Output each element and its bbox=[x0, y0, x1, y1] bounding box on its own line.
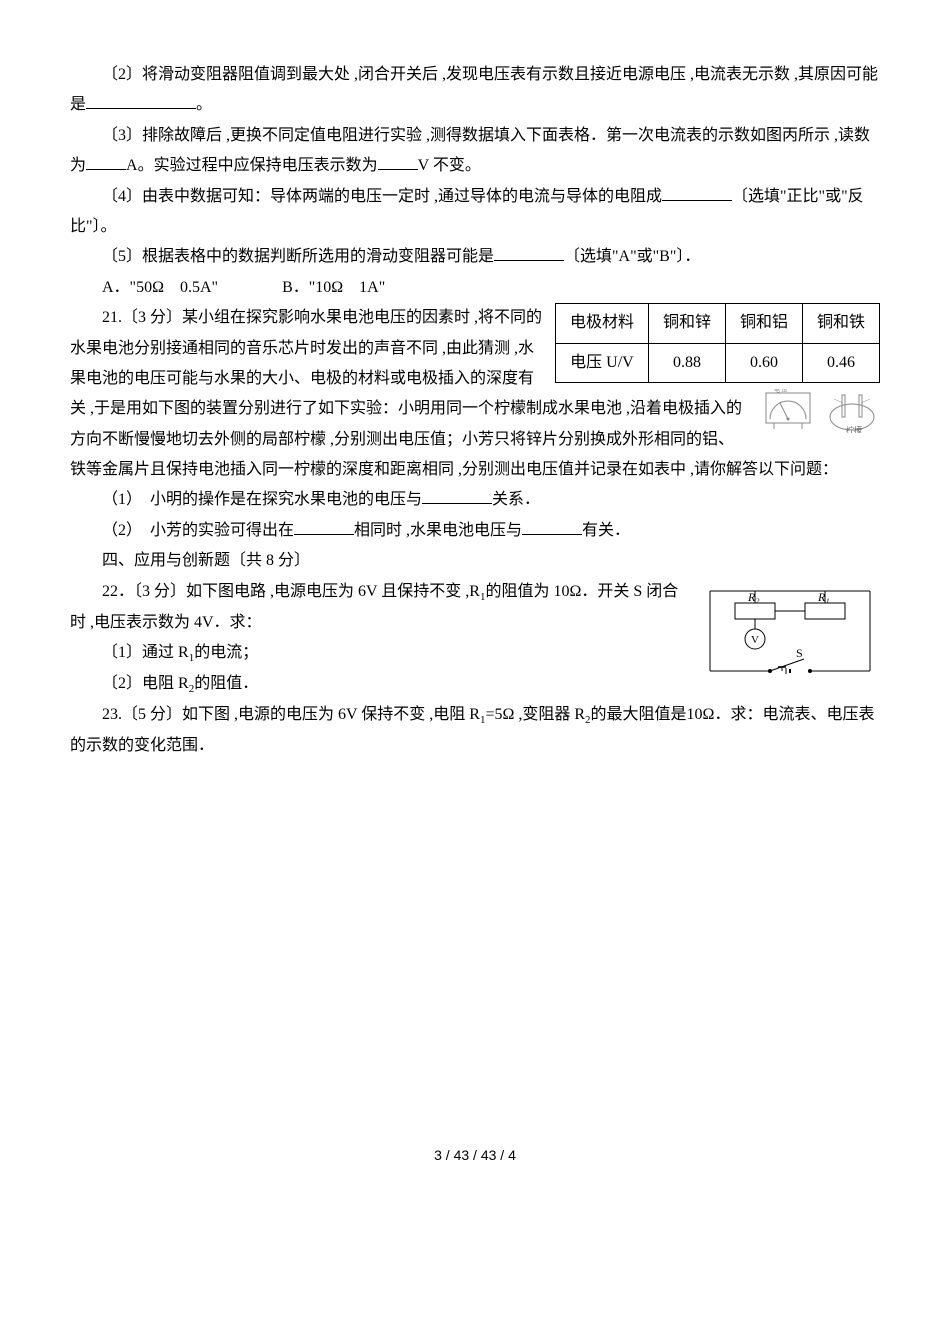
svg-text:V: V bbox=[751, 634, 759, 646]
blank-q21-1 bbox=[422, 487, 492, 504]
table-header: 铜和铁 bbox=[802, 304, 879, 343]
svg-text:柠檬: 柠檬 bbox=[846, 425, 862, 433]
svg-text:R₁: R₁ bbox=[817, 590, 830, 604]
question-5: 〔5〕根据表格中的数据判断所选用的滑动变阻器可能是〔选填"A"或"B"〕． bbox=[70, 242, 880, 272]
blank-q21-2a bbox=[294, 518, 354, 535]
table-header: 铜和锌 bbox=[648, 304, 725, 343]
circuit-diagram: R₂ R₁ V S bbox=[700, 581, 880, 681]
table-header: 电极材料 bbox=[555, 304, 648, 343]
table-cell: 0.60 bbox=[725, 343, 802, 382]
voltmeter-icon: 电 压 bbox=[760, 389, 816, 433]
section-4-title: 四、应用与创新题〔共 8 分〕 bbox=[70, 546, 880, 576]
question-21-1: （1） 小明的操作是在探究水果电池的电压与关系． bbox=[70, 485, 880, 515]
blank-q3a bbox=[86, 153, 126, 170]
blank-q2 bbox=[86, 92, 196, 109]
blank-q4 bbox=[662, 184, 732, 201]
blank-q5 bbox=[494, 244, 564, 261]
question-5-options: A．"50Ω 0.5A" B．"10Ω 1A" bbox=[70, 273, 880, 303]
blank-q21-2b bbox=[522, 518, 582, 535]
electrode-table: 电极材料 铜和锌 铜和铝 铜和铁 电压 U/V 0.88 0.60 0.46 bbox=[555, 303, 880, 383]
blank-q3b bbox=[378, 153, 418, 170]
svg-text:电 压: 电 压 bbox=[774, 389, 788, 394]
lemon-icon: 柠檬 bbox=[824, 389, 880, 433]
svg-text:R₂: R₂ bbox=[747, 590, 760, 604]
svg-text:S: S bbox=[796, 646, 803, 660]
question-3: 〔3〕排除故障后 ,更换不同定值电阻进行实验 ,测得数据填入下面表格．第一次电流… bbox=[70, 121, 880, 182]
table-cell: 0.46 bbox=[802, 343, 879, 382]
question-4: 〔4〕由表中数据可知：导体两端的电压一定时 ,通过导体的电流与导体的电阻成〔选填… bbox=[70, 182, 880, 243]
page-footer: 3 / 43 / 43 / 4 bbox=[70, 1142, 880, 1169]
table-row-label: 电压 U/V bbox=[555, 343, 648, 382]
question-21-2: （2） 小芳的实验可得出在相同时 ,水果电池电压与有关． bbox=[70, 516, 880, 546]
table-cell: 0.88 bbox=[648, 343, 725, 382]
question-23: 23.〔5 分〕如下图 ,电源的电压为 6V 保持不变 ,电阻 R1=5Ω ,变… bbox=[70, 700, 880, 761]
question-2: 〔2〕将滑动变阻器阻值调到最大处 ,闭合开关后 ,发现电压表有示数且接近电源电压… bbox=[70, 60, 880, 121]
lemon-battery-figures: 电 压 柠檬 bbox=[756, 389, 880, 433]
table-header: 铜和铝 bbox=[725, 304, 802, 343]
